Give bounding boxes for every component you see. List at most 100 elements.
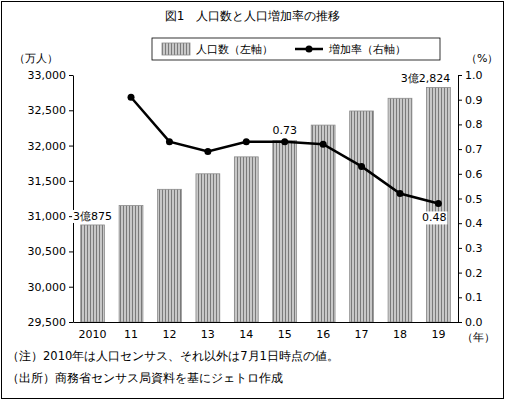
bar <box>311 125 335 322</box>
line-series <box>128 94 442 207</box>
bar <box>273 141 297 322</box>
y2-tick-label: 0.2 <box>465 267 483 280</box>
bar <box>388 98 412 322</box>
y2-tick-mark <box>458 75 462 76</box>
y-tick-label: 33,000 <box>28 69 67 82</box>
data-label: 3億2,824 <box>401 72 451 85</box>
x-axis-line <box>74 322 459 323</box>
marker <box>435 200 442 207</box>
x-tick: 18 <box>393 322 407 341</box>
y2-tick: 0.5 <box>458 193 483 206</box>
legend-label: 人口数（左軸） <box>196 43 273 56</box>
x-axis: 2010 11 12 13 14 15 16 17 18 19 <box>74 322 459 341</box>
y2-axis-title: （%） <box>466 52 498 65</box>
y-tick-label: 31,000 <box>28 210 67 223</box>
y-tick-mark <box>69 287 73 288</box>
y2-tick-label: 0.8 <box>465 118 483 131</box>
chart-root: 図1 人口数と人口増加率の推移29,50030,00030,50031,0003… <box>0 0 505 402</box>
outer-frame <box>2 2 504 399</box>
y2-tick: 0.8 <box>458 118 483 131</box>
data-label-bg <box>72 210 113 223</box>
marker <box>243 138 250 145</box>
note: （注）2010年は人口センサス、それ以外は7月1日時点の値。 <box>7 349 339 363</box>
note: （出所）商務省センサス局資料を基にジェトロ作成 <box>7 371 283 385</box>
x-tick-label: 12 <box>162 328 176 341</box>
x-tick: 2010 <box>79 322 107 341</box>
x-tick-label: 19 <box>431 328 445 341</box>
y-tick-mark <box>69 322 73 323</box>
y-tick-mark <box>69 181 73 182</box>
plot-area <box>81 87 451 322</box>
x-tick: 13 <box>201 322 215 341</box>
y-tick: 32,000 <box>28 140 74 153</box>
y-tick: 31,500 <box>28 175 74 188</box>
marker <box>396 190 403 197</box>
x-tick: 16 <box>316 322 330 341</box>
bar-series <box>81 87 451 322</box>
legend-marker <box>306 46 313 53</box>
y2-tick: 0.3 <box>458 242 483 255</box>
y2-tick: 0.1 <box>458 291 483 304</box>
y-tick-mark <box>69 251 73 252</box>
y-tick-label: 32,000 <box>28 140 67 153</box>
data-labels: 3億8753億2,8240.730.48 <box>72 72 451 224</box>
y2-tick: 0.2 <box>458 267 483 280</box>
x-tick-label: 11 <box>124 328 138 341</box>
data-label: 3億875 <box>73 210 112 223</box>
bar <box>81 225 105 322</box>
data-label-bg <box>400 72 452 85</box>
x-tick: 15 <box>278 322 292 341</box>
y2-tick-mark <box>458 124 462 125</box>
y2-tick-mark <box>458 297 462 298</box>
y2-tick: 1.0 <box>458 69 483 82</box>
y2-tick: 0.7 <box>458 143 483 156</box>
marker <box>358 163 365 170</box>
x-tick: 12 <box>162 322 176 341</box>
y2-tick-mark <box>458 100 462 101</box>
bar <box>158 189 182 322</box>
bar <box>119 206 143 322</box>
y2-tick-label: 0.4 <box>465 217 483 230</box>
marker <box>128 94 135 101</box>
y-tick-label: 30,500 <box>28 245 67 258</box>
y-axis-line <box>73 76 74 323</box>
y-axis-title: （万人） <box>14 52 58 65</box>
marker <box>204 148 211 155</box>
y2-tick-label: 0.7 <box>465 143 483 156</box>
y-tick: 29,500 <box>28 316 74 329</box>
bar <box>196 174 220 322</box>
y2-tick: 0.4 <box>458 217 483 230</box>
y2-tick-mark <box>458 174 462 175</box>
y-tick-mark <box>69 146 73 147</box>
y-tick-label: 32,500 <box>28 104 67 117</box>
x-tick: 19 <box>431 322 445 341</box>
legend: 人口数（左軸） 増加率（右軸） <box>152 38 440 60</box>
y2-tick-mark <box>458 248 462 249</box>
legend-label: 増加率（右軸） <box>328 43 406 56</box>
bar <box>234 157 258 322</box>
y2-tick-mark <box>458 273 462 274</box>
y-axis: 29,50030,00030,50031,00031,50032,00032,5… <box>28 69 74 329</box>
chart-title: 図1 人口数と人口増加率の推移 <box>165 9 341 23</box>
legend-box <box>152 38 440 60</box>
y2-tick-label: 1.0 <box>465 69 483 82</box>
x-tick-label: 17 <box>355 328 369 341</box>
y2-tick-label: 0.6 <box>465 168 483 181</box>
y2-tick-label: 0.1 <box>465 291 483 304</box>
x-tick-label: 15 <box>278 328 292 341</box>
y2-tick-mark <box>458 322 462 323</box>
y2-tick-mark <box>458 149 462 150</box>
marker <box>281 138 288 145</box>
x-tick-label: 14 <box>239 328 253 341</box>
x-tick-label: 16 <box>316 328 330 341</box>
y-tick: 30,500 <box>28 245 74 258</box>
y2-tick-label: 0.9 <box>465 94 483 107</box>
data-label-bg <box>421 211 448 224</box>
y-tick-label: 31,500 <box>28 175 67 188</box>
x-tick: 17 <box>355 322 369 341</box>
y-tick-mark <box>69 110 73 111</box>
y2-tick-mark <box>458 223 462 224</box>
marker <box>166 138 173 145</box>
x-tick-label: 13 <box>201 328 215 341</box>
data-label-bg <box>271 124 298 137</box>
